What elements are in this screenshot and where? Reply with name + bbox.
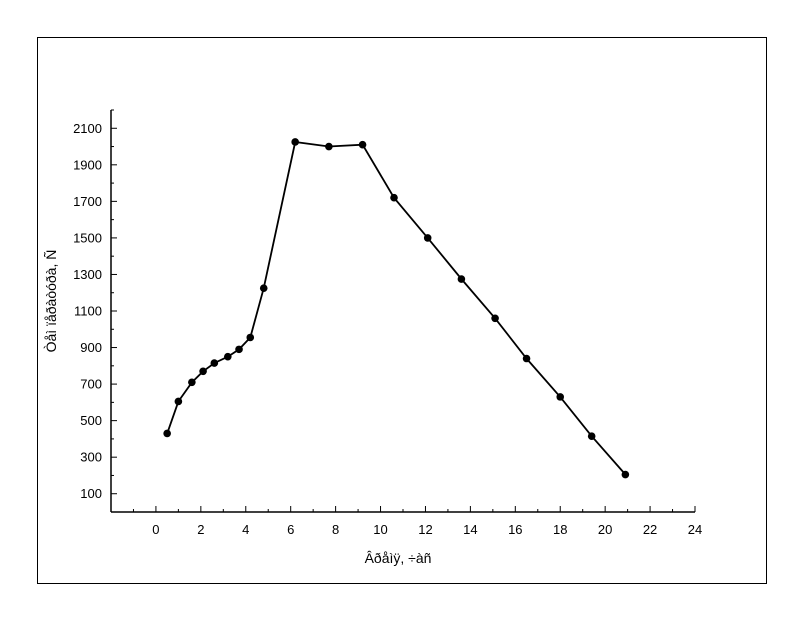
series-line — [166, 140, 627, 476]
data-point — [423, 234, 432, 242]
x-tick-label: 10 — [373, 522, 387, 537]
chart-frame: 0 2 4 6 8 10 12 14 16 18 20 22 24 100 300 500 700 900 110… — [37, 37, 767, 584]
x-axis-label: Âðåìÿ, ÷àñ — [365, 550, 432, 566]
data-point — [325, 142, 333, 151]
data-point — [291, 138, 299, 146]
y-tick-label: 100 — [80, 486, 102, 501]
temperature-chart: 0 2 4 6 8 10 12 14 16 18 20 22 24 100300500700900110… — [43, 109, 702, 566]
x-tick-label: 14 — [463, 522, 477, 537]
x-tick-label: 6 — [287, 522, 294, 537]
x-tick-label: 24 — [688, 522, 702, 537]
y-tick-label: 500 — [80, 413, 102, 428]
data-point — [491, 314, 499, 323]
data-point — [358, 140, 367, 149]
x-ticks: 0 2 4 6 8 10 12 14 16 18 20 22 24 — [110, 506, 702, 537]
y-tick-label: 2100 — [73, 121, 102, 136]
data-points — [163, 138, 630, 479]
data-point — [621, 470, 630, 479]
x-tick-label: 8 — [332, 522, 339, 537]
data-point — [457, 275, 466, 283]
y-tick-label: 1900 — [73, 157, 102, 172]
data-point — [188, 378, 196, 387]
y-tick-label: 300 — [80, 450, 102, 465]
y-tick-label: 1300 — [73, 267, 102, 282]
data-point — [390, 193, 398, 202]
data-point — [522, 354, 531, 363]
y-ticks: 100 300 500 700 900 1100 1300 1500 1700 1900 2100 — [73, 109, 117, 513]
x-tick-label: 2 — [197, 522, 204, 537]
data-point — [259, 284, 268, 292]
data-point — [199, 367, 207, 376]
data-point — [163, 429, 171, 438]
data-point — [246, 333, 255, 342]
y-axis-label: Òåì ïåðàòóðà, Ñ — [43, 250, 59, 353]
y-tick-label: 700 — [80, 377, 102, 392]
data-point — [224, 352, 232, 361]
x-tick-label: 22 — [643, 522, 657, 537]
data-point — [556, 393, 565, 401]
data-point — [210, 359, 219, 367]
y-tick-label: 1700 — [73, 194, 102, 209]
y-tick-label: 1100 — [74, 304, 102, 319]
data-point — [587, 432, 596, 440]
y-tick-label: 900 — [80, 340, 102, 355]
x-tick-label: 12 — [418, 522, 432, 537]
data-point — [174, 397, 183, 406]
x-tick-label: 20 — [598, 522, 612, 537]
x-tick-label: 0 — [152, 522, 159, 537]
x-tick-label: 16 — [508, 522, 522, 537]
x-tick-label: 4 — [242, 522, 249, 537]
x-tick-label: 18 — [553, 522, 567, 537]
y-tick-label: 1500 — [73, 230, 102, 245]
data-point — [235, 345, 243, 354]
